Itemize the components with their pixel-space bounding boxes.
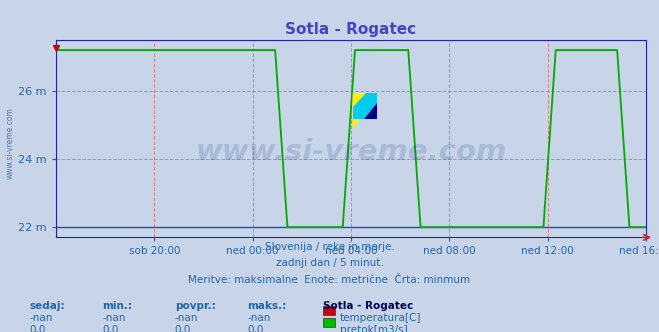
Text: pretok[m3/s]: pretok[m3/s] [340,325,408,332]
Polygon shape [353,93,366,107]
Text: -nan: -nan [247,313,270,323]
Text: 0,0: 0,0 [30,325,46,332]
Text: temperatura[C]: temperatura[C] [340,313,422,323]
Text: 0,0: 0,0 [102,325,119,332]
Text: www.si-vreme.com: www.si-vreme.com [195,138,507,166]
Text: Sotla - Rogatec: Sotla - Rogatec [323,301,413,311]
Text: zadnji dan / 5 minut.: zadnji dan / 5 minut. [275,258,384,268]
Text: maks.:: maks.: [247,301,287,311]
Text: -nan: -nan [102,313,125,323]
Text: Meritve: maksimalne  Enote: metrične  Črta: minmum: Meritve: maksimalne Enote: metrične Črta… [188,275,471,285]
Text: 0,0: 0,0 [175,325,191,332]
Polygon shape [364,104,378,119]
Text: www.si-vreme.com: www.si-vreme.com [5,107,14,179]
Polygon shape [353,93,378,119]
Title: Sotla - Rogatec: Sotla - Rogatec [285,22,416,37]
Text: sedaj:: sedaj: [30,301,65,311]
Text: min.:: min.: [102,301,132,311]
Text: -nan: -nan [175,313,198,323]
Text: povpr.:: povpr.: [175,301,215,311]
Text: -nan: -nan [30,313,53,323]
Text: Slovenija / reke in morje.: Slovenija / reke in morje. [264,242,395,252]
Text: 0,0: 0,0 [247,325,264,332]
Polygon shape [353,93,378,130]
